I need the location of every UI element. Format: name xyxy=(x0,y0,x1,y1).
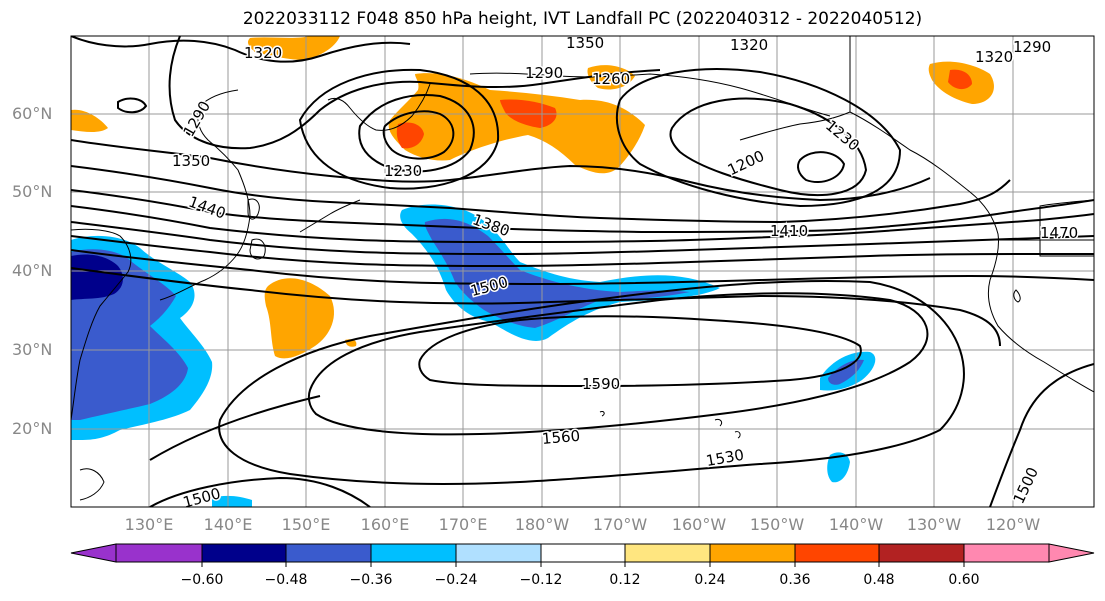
colorbar-ticks xyxy=(201,562,965,567)
colorbar-tick-label: 0.36 xyxy=(779,572,811,588)
lat-label-30n: 30°N xyxy=(12,340,53,359)
colorbar-tick-label: −0.60 xyxy=(180,572,224,588)
colorbar-tick-label: −0.48 xyxy=(264,572,308,588)
colorbar-segment xyxy=(963,543,1050,563)
colorbar-tick-label: 0.12 xyxy=(609,572,641,588)
contour-label: 1440 xyxy=(186,193,228,223)
lon-label: 160°E xyxy=(360,515,410,534)
colorbar-under-triangle xyxy=(70,543,117,563)
lon-label: 140°E xyxy=(203,515,253,534)
contour-label: 1230 xyxy=(822,116,863,154)
contour-label: 1290 xyxy=(525,64,563,82)
lon-label: 180°W xyxy=(514,515,570,534)
colorbar-segment xyxy=(624,543,711,563)
lat-label-50n: 50°N xyxy=(12,182,53,201)
lon-label: 160°W xyxy=(671,515,727,534)
map-title: 2022033112 F048 850 hPa height, IVT Land… xyxy=(242,9,923,29)
colorbar-segment xyxy=(201,543,287,563)
lon-label: 170°W xyxy=(592,515,648,534)
contour-label: 1350 xyxy=(172,152,210,170)
map-frame xyxy=(70,35,1095,508)
colorbar-segment xyxy=(540,543,626,563)
lon-label: 130°W xyxy=(906,515,962,534)
contour-label: 1260 xyxy=(592,70,630,88)
contour-label: 1290 xyxy=(179,98,214,140)
lat-label-20n: 20°N xyxy=(12,419,53,438)
contour-labels: 1320 1350 1320 1290 1290 1260 1320 1290 … xyxy=(171,33,1080,514)
colorbar-tick-label: 0.24 xyxy=(694,572,726,588)
colorbar-segment xyxy=(709,543,796,563)
colorbar-segment xyxy=(794,543,880,563)
lon-label: 150°E xyxy=(281,515,331,534)
colorbar-segment xyxy=(455,543,542,563)
contour-label: 1200 xyxy=(725,147,767,179)
contour-label: 1320 xyxy=(975,48,1013,66)
colorbar-tick-label: 0.48 xyxy=(863,572,895,588)
contour-label: 1320 xyxy=(244,44,282,62)
colorbar-segment xyxy=(370,543,457,563)
lon-label: 140°W xyxy=(828,515,884,534)
contour-label: 1590 xyxy=(582,375,620,393)
lat-label-60n: 60°N xyxy=(12,104,53,123)
contour-label: 1410 xyxy=(770,222,808,240)
colorbar-segment xyxy=(878,543,965,563)
colorbar-segment xyxy=(285,543,372,563)
colorbar-segment xyxy=(115,543,203,563)
contour-label: 1290 xyxy=(1013,38,1051,56)
lon-label: 170°E xyxy=(438,515,488,534)
contour-label: 1230 xyxy=(384,162,422,180)
colorbar-tick-label: −0.36 xyxy=(349,572,393,588)
lon-label: 150°W xyxy=(749,515,805,534)
colorbar-tick-label: −0.24 xyxy=(434,572,478,588)
contour-label: 1320 xyxy=(730,36,768,54)
colorbar-over-triangle xyxy=(1048,543,1095,563)
contour-label: 1500 xyxy=(1010,464,1042,506)
contour-label: 1350 xyxy=(566,34,604,52)
height-contours xyxy=(71,36,1094,507)
graticule xyxy=(71,36,1094,507)
colorbar-tick-label: 0.60 xyxy=(948,572,980,588)
colorbar xyxy=(70,543,1095,563)
lon-label: 130°E xyxy=(124,515,174,534)
lon-label: 120°W xyxy=(985,515,1041,534)
colorbar-tick-label: −0.12 xyxy=(519,572,563,588)
pc-shading xyxy=(71,36,994,507)
contour-label: 1470 xyxy=(1040,224,1078,242)
lat-label-40n: 40°N xyxy=(12,261,53,280)
contour-label: 1560 xyxy=(541,427,581,448)
